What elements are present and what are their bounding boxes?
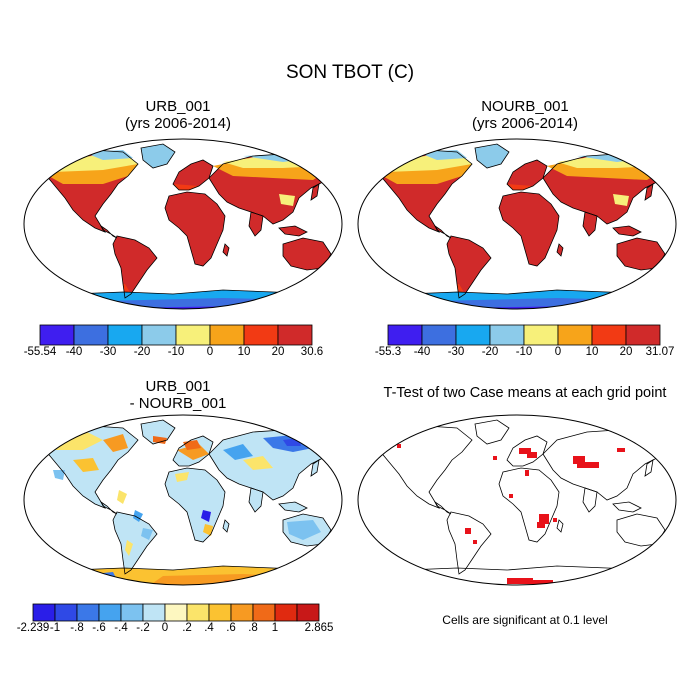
panel-title-nourb-line2: (yrs 2006-2014) [472,115,578,132]
colorbar-diff-label: -2.239 [16,622,50,634]
colorbar-urb-label: 30.6 [300,346,324,358]
colorbar-diff-swatch [252,603,276,622]
colorbar-urb-swatch [141,324,177,346]
colorbar-diff-swatch [32,603,56,622]
colorbar-diff-swatch [98,603,122,622]
colorbar-nourb-label: -10 [515,346,533,358]
colorbar-diff-swatch [164,603,188,622]
colorbar-diff-swatch [186,603,210,622]
colorbar-urb-labels: -55.54 -40 -30 -20 -10 0 10 20 30.6 [24,346,324,362]
colorbar-nourb [387,324,661,346]
colorbar-diff-swatch [76,603,100,622]
colorbar-urb-label: -20 [133,346,151,358]
colorbar-nourb-label: 0 [554,346,562,358]
colorbar-nourb-labels: -55.3 -40 -30 -20 -10 0 10 20 31.07 [375,346,675,362]
colorbar-urb-label: -10 [167,346,185,358]
colorbar-urb-label: -30 [99,346,117,358]
colorbar-diff [32,603,320,622]
main-title: SON TBOT (C) [285,62,415,83]
map-urb-border [23,138,343,310]
panel-title-diff-line2: - NOURB_001 [129,395,227,412]
panel-title-urb: URB_001 (yrs 2006-2014) [23,98,333,132]
colorbar-diff-label: -1 [49,622,61,634]
map-urb [23,138,343,310]
colorbar-urb-label: 10 [237,346,251,358]
colorbar-nourb-label: -55.3 [374,346,402,358]
panel-title-urb-line2: (yrs 2006-2014) [125,115,231,132]
colorbar-diff-swatch [54,603,78,622]
colorbar-diff-label: -.8 [70,622,84,634]
colorbar-nourb-swatch [387,324,423,346]
colorbar-nourb-swatch [523,324,559,346]
colorbar-nourb-swatch [489,324,525,346]
colorbar-urb-swatch [209,324,245,346]
map-ttest [357,414,677,586]
panel-title-diff: URB_001 - NOURB_001 [23,378,333,412]
colorbar-diff-swatch [230,603,254,622]
colorbar-nourb-label: 20 [619,346,633,358]
colorbar-nourb-label: -20 [481,346,499,358]
colorbar-diff-swatch [120,603,144,622]
colorbar-diff-label: .6 [226,622,236,634]
colorbar-urb [39,324,313,346]
colorbar-diff-label: 1 [271,622,279,634]
colorbar-diff-labels: -2.239 -1 -.8 -.6 -.4 -.2 0 .2 .4 .6 .8 … [17,622,334,638]
colorbar-urb-swatch [107,324,143,346]
colorbar-nourb-swatch [455,324,491,346]
colorbar-nourb-label: 10 [585,346,599,358]
map-diff [23,414,343,586]
colorbar-diff-label: -.4 [114,622,128,634]
colorbar-nourb-label: 31.07 [645,346,675,358]
colorbar-urb-swatch [175,324,211,346]
colorbar-urb-label: -40 [65,346,83,358]
colorbar-diff-swatch [274,603,298,622]
colorbar-urb-swatch [73,324,109,346]
map-nourb-border [357,138,677,310]
colorbar-diff-label: .2 [182,622,192,634]
colorbar-urb-label: 20 [271,346,285,358]
panel-title-ttest: T-Test of two Case means at each grid po… [383,385,667,401]
panel-title-urb-line1: URB_001 [145,98,211,115]
colorbar-urb-swatch [39,324,75,346]
colorbar-urb-label: -55.54 [23,346,57,358]
map-ttest-border [357,414,677,586]
colorbar-diff-label: -.2 [136,622,150,634]
colorbar-nourb-swatch [591,324,627,346]
panel-title-nourb-line1: NOURB_001 [481,98,569,115]
significance-note: Cells are significant at 0.1 level [442,613,608,627]
colorbar-diff-label: .4 [204,622,214,634]
map-diff-border [23,414,343,586]
colorbar-diff-label: .8 [248,622,258,634]
colorbar-nourb-label: -30 [447,346,465,358]
colorbar-diff-swatch [142,603,166,622]
colorbar-urb-label: 0 [206,346,214,358]
colorbar-diff-swatch [296,603,320,622]
colorbar-urb-swatch [277,324,313,346]
colorbar-diff-swatch [208,603,232,622]
colorbar-nourb-swatch [421,324,457,346]
colorbar-urb-swatch [243,324,279,346]
colorbar-nourb-swatch [625,324,661,346]
panel-title-diff-line1: URB_001 [145,378,211,395]
colorbar-nourb-label: -40 [413,346,431,358]
colorbar-diff-label: -.6 [92,622,106,634]
colorbar-diff-label: 0 [161,622,169,634]
significant-cells [397,444,625,585]
colorbar-diff-label: 2.865 [304,622,334,634]
map-nourb [357,138,677,310]
panel-title-nourb: NOURB_001 (yrs 2006-2014) [370,98,680,132]
colorbar-nourb-swatch [557,324,593,346]
